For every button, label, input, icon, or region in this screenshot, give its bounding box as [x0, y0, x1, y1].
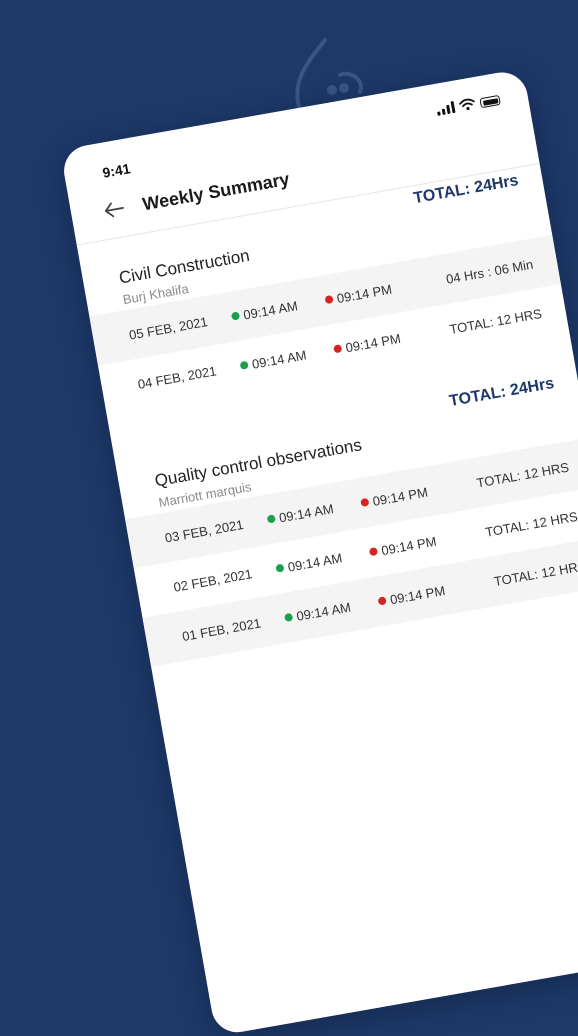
entry-duration: TOTAL: 12 HRS — [448, 305, 543, 337]
check-in-dot-icon — [230, 311, 241, 321]
check-in-dot-icon — [284, 612, 294, 623]
status-icons — [436, 93, 501, 116]
app-header: Weekly Summary — [66, 107, 540, 246]
status-bar: 9:41 — [60, 68, 530, 189]
wifi-icon — [459, 98, 475, 111]
check-out-dot-icon — [360, 497, 370, 508]
time-out: 09:14 PM — [324, 281, 393, 308]
time-out: 09:14 PM — [332, 330, 402, 357]
entry-date: 03 FEB, 2021 — [163, 516, 245, 546]
check-in-dot-icon — [239, 360, 249, 370]
check-out-dot-icon — [333, 344, 343, 354]
battery-icon — [479, 94, 501, 109]
time-in-value: 09:14 AM — [286, 549, 344, 575]
time-in-value: 09:14 AM — [250, 346, 308, 372]
time-in: 09:14 AM — [283, 599, 352, 625]
time-in: 09:14 AM — [266, 501, 335, 527]
check-out-dot-icon — [368, 547, 379, 557]
signal-icon — [436, 100, 456, 116]
time-in-value: 09:14 AM — [277, 500, 335, 525]
time-in: 09:14 AM — [230, 298, 299, 324]
arrow-left-icon[interactable] — [99, 194, 129, 224]
check-in-dot-icon — [275, 563, 285, 573]
summary-list: Civil Construction Burj Khalifa TOTAL: 2… — [77, 164, 578, 668]
page-title: Weekly Summary — [140, 168, 291, 214]
entry-duration: TOTAL: 12 HRS — [475, 459, 570, 491]
time-out-value: 09:14 PM — [371, 483, 429, 509]
time-in-value: 09:14 AM — [295, 599, 352, 624]
entry-date: 05 FEB, 2021 — [127, 313, 209, 343]
phone-screen: 9:41 Weekly Summary Civil Construction B — [60, 68, 578, 1036]
time-out-value: 09:14 PM — [344, 330, 402, 355]
time-out: 09:14 PM — [368, 533, 438, 560]
time-out: 09:14 PM — [377, 582, 446, 609]
time-out: 09:14 PM — [360, 484, 429, 511]
entry-date: 01 FEB, 2021 — [180, 614, 262, 644]
time-out-value: 09:14 PM — [388, 582, 447, 607]
entry-duration: 04 Hrs : 06 Min — [444, 256, 535, 287]
time-out-value: 09:14 PM — [380, 533, 438, 558]
entry-date: 02 FEB, 2021 — [172, 565, 254, 595]
entry-date: 04 FEB, 2021 — [136, 362, 218, 392]
check-out-dot-icon — [377, 596, 387, 606]
check-out-dot-icon — [324, 294, 334, 305]
entry-duration: TOTAL: 12 HRS — [492, 557, 578, 589]
check-in-dot-icon — [266, 514, 276, 524]
entry-duration: TOTAL: 12 HRS — [484, 508, 578, 540]
time-in: 09:14 AM — [239, 346, 308, 373]
time-in-value: 09:14 AM — [242, 297, 299, 323]
time-out-value: 09:14 PM — [335, 281, 394, 306]
time-in: 09:14 AM — [275, 549, 344, 576]
